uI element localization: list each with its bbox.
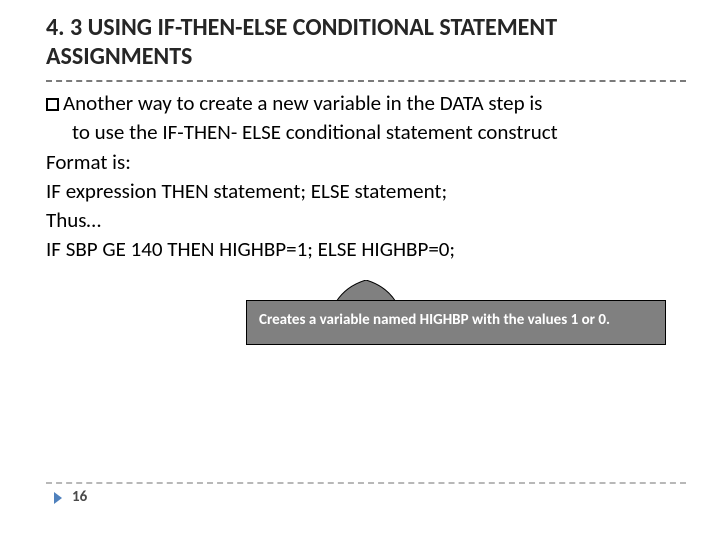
body-line-2: to use the IF-THEN- ELSE conditional sta… <box>46 119 686 146</box>
slide-title-block: 4. 3 USING IF-THEN-ELSE CONDITIONAL STAT… <box>46 14 676 72</box>
body-line-1: Another way to create a new variable in … <box>46 90 686 117</box>
slide: 4. 3 USING IF-THEN-ELSE CONDITIONAL STAT… <box>0 0 720 540</box>
square-bullet-icon <box>46 98 59 111</box>
body-line-3: Format is: <box>46 149 686 176</box>
body-line-6: IF SBP GE 140 THEN HIGHBP=1; ELSE HIGHBP… <box>46 236 686 263</box>
callout-box: Creates a variable named HIGHBP with the… <box>246 300 666 345</box>
title-divider <box>46 80 686 82</box>
footer-divider <box>46 482 686 484</box>
callout-tail-icon <box>336 280 396 302</box>
body-line-1-text: Another way to create a new variable in … <box>63 90 542 116</box>
body-line-5: Thus… <box>46 207 686 234</box>
chevron-right-icon <box>54 492 62 504</box>
callout-text: Creates a variable named HIGHBP with the… <box>259 311 610 329</box>
slide-title: 4. 3 USING IF-THEN-ELSE CONDITIONAL STAT… <box>46 14 676 72</box>
body-line-4: IF expression THEN statement; ELSE state… <box>46 178 686 205</box>
page-number: 16 <box>72 488 87 506</box>
body-text: Another way to create a new variable in … <box>46 90 686 266</box>
